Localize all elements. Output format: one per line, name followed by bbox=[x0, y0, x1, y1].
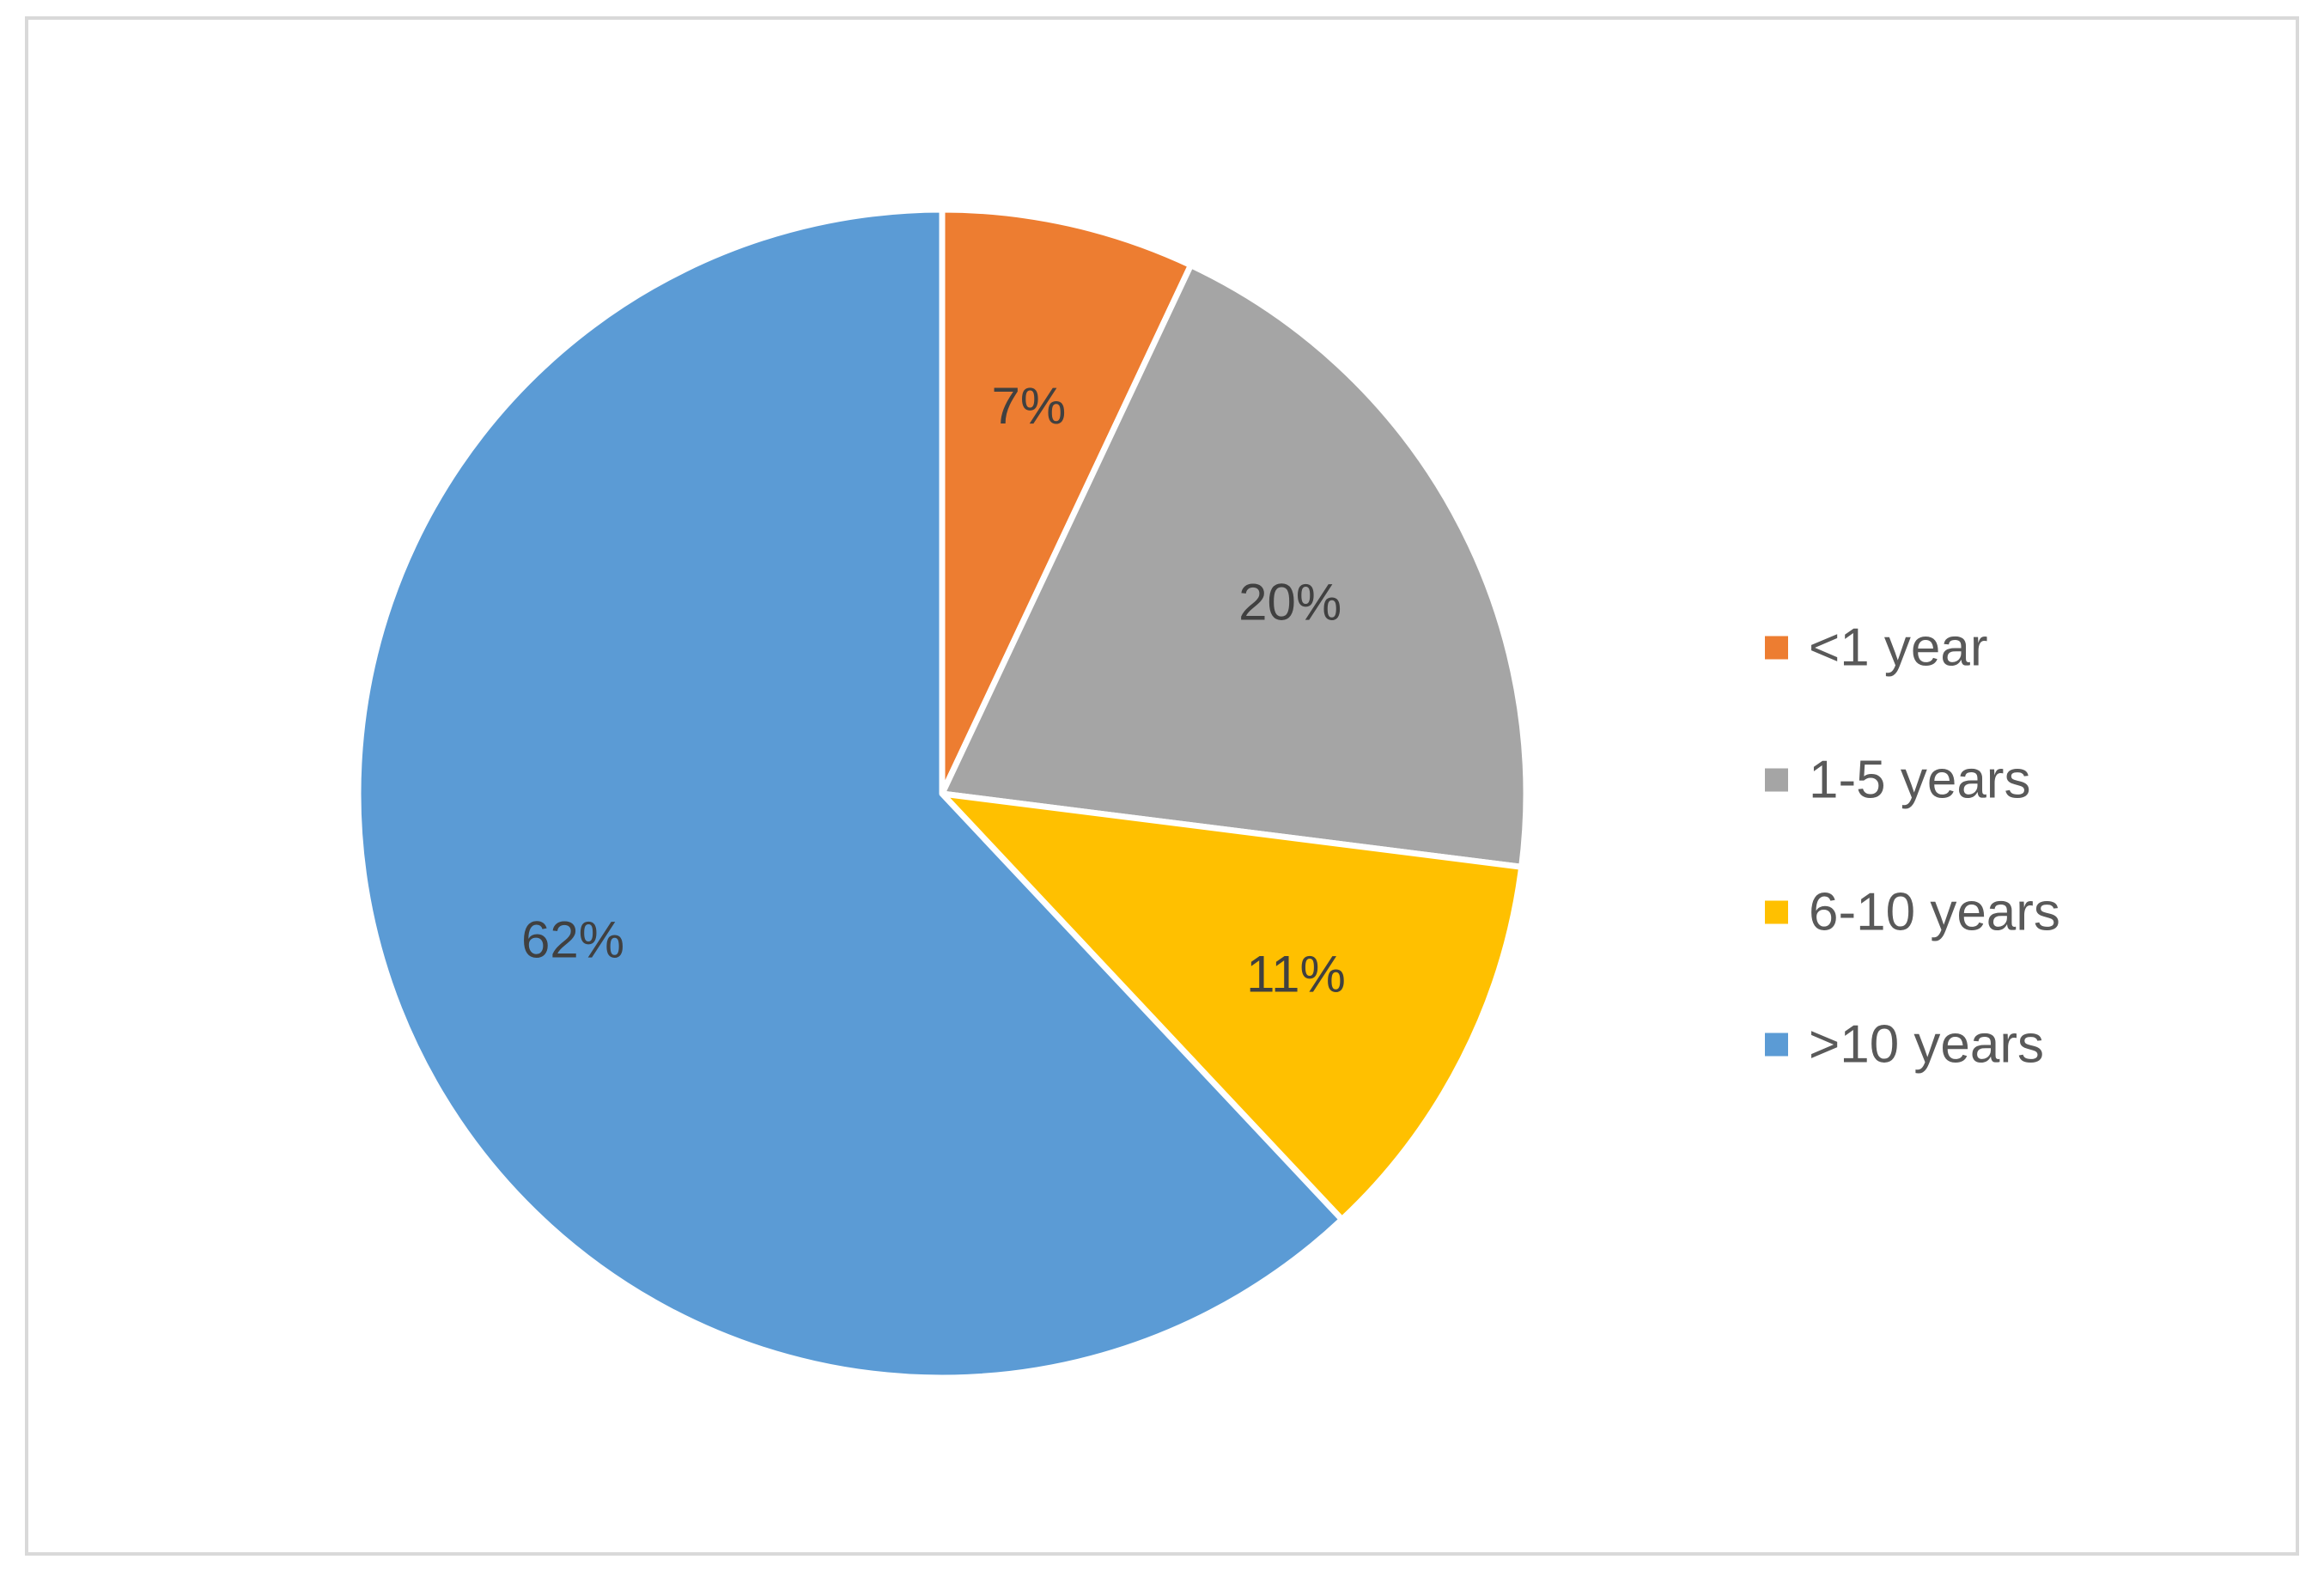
legend-swatch-lt-1-year bbox=[1765, 636, 1788, 660]
legend: <1 year 1-5 years 6-10 years >10 years bbox=[1765, 618, 2060, 1075]
legend-swatch-1-5-years bbox=[1765, 768, 1788, 792]
pie-slice-1-5-years bbox=[939, 262, 1530, 870]
legend-label-lt-1-year: <1 year bbox=[1809, 618, 1988, 678]
pie-slice-gt-10-years bbox=[355, 206, 1345, 1381]
data-label-1-5-years: 20% bbox=[1238, 574, 1341, 631]
legend-label-1-5-years: 1-5 years bbox=[1809, 751, 2030, 810]
legend-item-lt-1-year: <1 year bbox=[1765, 618, 1988, 678]
legend-item-1-5-years: 1-5 years bbox=[1765, 751, 2030, 810]
pie-slice-6-10-years bbox=[939, 790, 1525, 1223]
data-label-6-10-years: 11% bbox=[1246, 945, 1346, 1002]
pie-slice-lt-1-year bbox=[939, 206, 1195, 797]
legend-label-gt-10-years: >10 years bbox=[1809, 1015, 2044, 1075]
pie-slices bbox=[355, 206, 1530, 1381]
legend-item-gt-10-years: >10 years bbox=[1765, 1015, 2044, 1075]
legend-swatch-6-10-years bbox=[1765, 900, 1788, 924]
legend-swatch-gt-10-years bbox=[1765, 1033, 1788, 1057]
legend-item-6-10-years: 6-10 years bbox=[1765, 883, 2060, 942]
data-label-gt-10-years: 62% bbox=[521, 911, 624, 969]
pie-data-labels: 7% 20% 11% 62% bbox=[521, 377, 1346, 1002]
data-label-lt-1-year: 7% bbox=[992, 377, 1067, 435]
legend-label-6-10-years: 6-10 years bbox=[1809, 883, 2060, 942]
